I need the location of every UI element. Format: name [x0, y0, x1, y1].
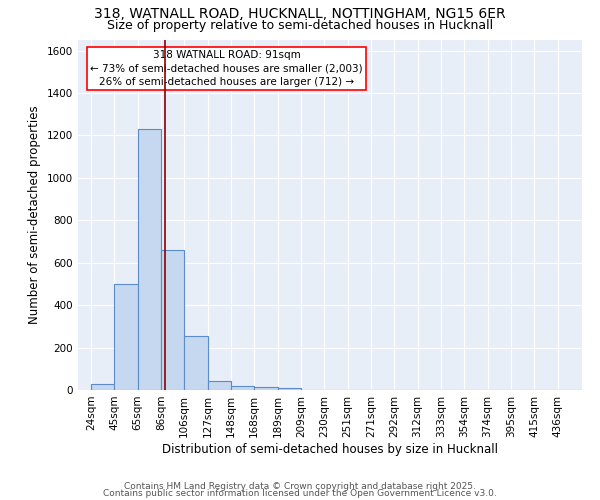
Bar	[114, 284, 137, 390]
Bar	[161, 250, 184, 390]
Text: Size of property relative to semi-detached houses in Hucknall: Size of property relative to semi-detach…	[107, 19, 493, 32]
Text: Contains HM Land Registry data © Crown copyright and database right 2025.: Contains HM Land Registry data © Crown c…	[124, 482, 476, 491]
Y-axis label: Number of semi-detached properties: Number of semi-detached properties	[28, 106, 41, 324]
X-axis label: Distribution of semi-detached houses by size in Hucknall: Distribution of semi-detached houses by …	[162, 442, 498, 456]
Bar	[254, 387, 277, 390]
Bar	[231, 386, 254, 390]
Bar	[208, 381, 231, 390]
Bar	[184, 336, 208, 390]
Bar	[91, 384, 114, 390]
Text: Contains public sector information licensed under the Open Government Licence v3: Contains public sector information licen…	[103, 489, 497, 498]
Text: 318 WATNALL ROAD: 91sqm
← 73% of semi-detached houses are smaller (2,003)
26% of: 318 WATNALL ROAD: 91sqm ← 73% of semi-de…	[91, 50, 363, 87]
Bar	[137, 129, 161, 390]
Bar	[277, 388, 301, 390]
Text: 318, WATNALL ROAD, HUCKNALL, NOTTINGHAM, NG15 6ER: 318, WATNALL ROAD, HUCKNALL, NOTTINGHAM,…	[94, 8, 506, 22]
